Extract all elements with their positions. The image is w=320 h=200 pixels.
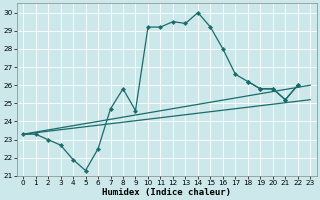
X-axis label: Humidex (Indice chaleur): Humidex (Indice chaleur) — [102, 188, 231, 197]
